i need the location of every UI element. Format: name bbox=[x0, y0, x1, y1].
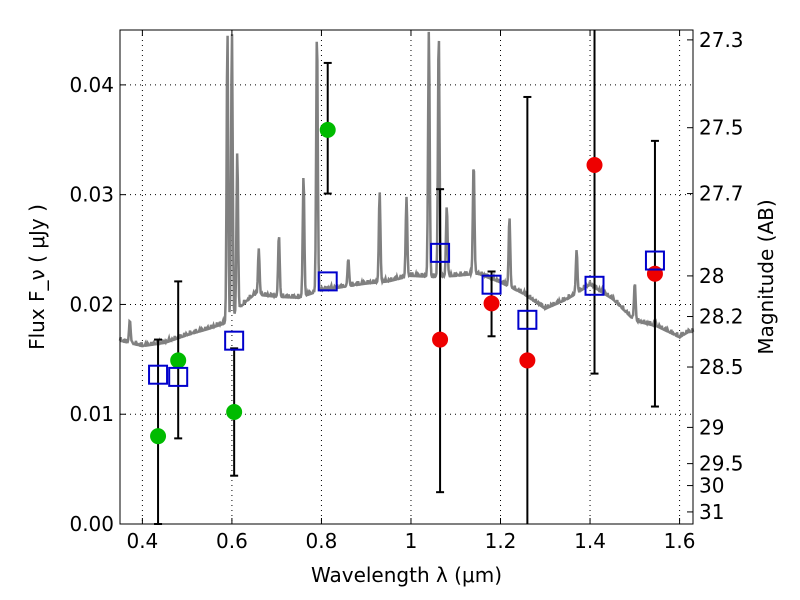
blue-square bbox=[168, 366, 189, 387]
grid-lines bbox=[120, 30, 693, 525]
right-tick-label: 27.7 bbox=[699, 182, 744, 206]
plot-frame bbox=[119, 29, 694, 525]
y-tick-label: 0.00 bbox=[69, 512, 114, 536]
y-tick-label: 0.03 bbox=[69, 183, 114, 207]
x-axis-label: Wavelength λ (μm) bbox=[311, 563, 502, 587]
green-point bbox=[226, 404, 243, 421]
y-tick-label: 0.01 bbox=[69, 402, 114, 426]
y-tick-labels: 0.00 0.01 0.02 0.03 0.04 bbox=[69, 73, 114, 536]
y-tick-label: 0.04 bbox=[69, 73, 114, 97]
green-point bbox=[150, 428, 167, 445]
blue-square bbox=[517, 309, 538, 330]
red-point bbox=[519, 352, 536, 369]
y-tick-label: 0.02 bbox=[69, 292, 114, 316]
axis-ticks bbox=[120, 30, 693, 525]
x-tick-label: 1.2 bbox=[485, 529, 517, 553]
x-tick-label: 1.6 bbox=[664, 529, 696, 553]
x-tick-labels: 0.4 0.6 0.8 1 1.2 1.4 1.6 bbox=[126, 529, 695, 553]
blue-square bbox=[224, 330, 245, 351]
x-tick-label: 0.8 bbox=[306, 529, 338, 553]
right-tick-label: 28.2 bbox=[699, 305, 744, 329]
right-tick-label: 27.3 bbox=[699, 28, 744, 52]
green-point bbox=[170, 352, 187, 369]
right-tick-label: 28 bbox=[699, 264, 724, 288]
x-tick-label: 0.6 bbox=[216, 529, 248, 553]
blue-square bbox=[317, 271, 338, 292]
blue-square bbox=[430, 242, 451, 263]
x-tick-label: 1 bbox=[405, 529, 418, 553]
blue-square bbox=[644, 250, 665, 271]
y-axis-label: Flux F_ν ( μJy ) bbox=[25, 204, 49, 350]
blue-square bbox=[584, 275, 605, 296]
green-point bbox=[319, 121, 336, 138]
red-point bbox=[586, 157, 603, 174]
x-tick-label: 1.4 bbox=[574, 529, 606, 553]
red-point bbox=[432, 331, 449, 348]
red-point bbox=[646, 265, 663, 282]
data-markers bbox=[148, 121, 665, 445]
right-tick-label: 27.5 bbox=[699, 116, 744, 140]
blue-square bbox=[481, 274, 502, 295]
right-tick-label: 28.5 bbox=[699, 355, 744, 379]
right-tick-label: 31 bbox=[699, 500, 724, 524]
right-tick-label: 29 bbox=[699, 415, 724, 439]
right-axis-label: Magnitude (AB) bbox=[754, 199, 778, 354]
spectrum-curve bbox=[118, 31, 695, 348]
right-tick-label: 29.5 bbox=[699, 452, 744, 476]
red-point bbox=[483, 295, 500, 312]
right-tick-label: 30 bbox=[699, 474, 724, 498]
blue-square bbox=[148, 364, 169, 385]
spectrum-line bbox=[118, 31, 695, 348]
x-tick-label: 0.4 bbox=[126, 529, 158, 553]
